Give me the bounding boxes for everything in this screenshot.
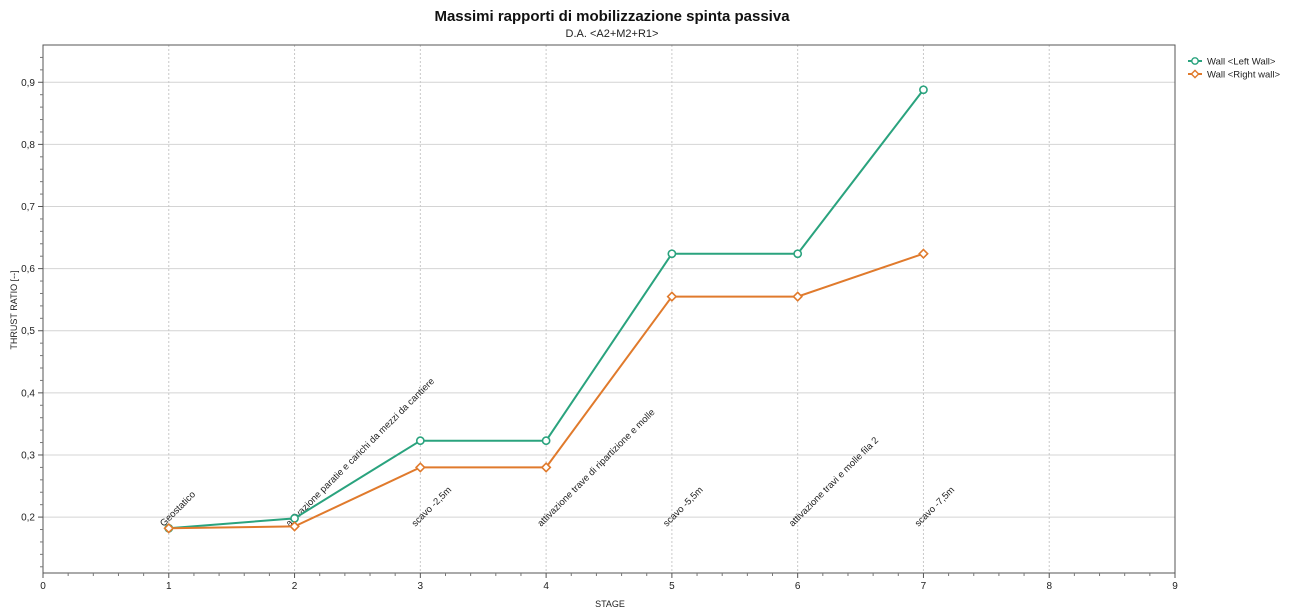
y-tick-label: 0,5 — [21, 326, 35, 337]
y-tick-label: 0,8 — [21, 140, 35, 151]
y-tick-label: 0,7 — [21, 202, 35, 213]
y-tick-label: 0,3 — [21, 450, 35, 461]
data-point — [919, 85, 928, 95]
chart-subtitle: D.A. <A2+M2+R1> — [566, 28, 659, 40]
x-tick-label: 2 — [292, 581, 298, 592]
grid — [43, 45, 1175, 573]
data-point — [541, 436, 551, 446]
x-tick-label: 9 — [1172, 581, 1178, 592]
y-tick-label: 0,9 — [21, 78, 35, 89]
legend-label: Wall <Left Wall> — [1207, 57, 1276, 68]
data-point — [666, 291, 678, 302]
x-tick-label: 7 — [921, 581, 927, 592]
legend-label: Wall <Right wall> — [1207, 70, 1280, 81]
legend-marker — [1191, 57, 1199, 65]
y-tick-label: 0,6 — [21, 264, 35, 275]
stage-annotation: attivazione trave di ripartizione e moll… — [535, 407, 657, 529]
stage-annotation: scavo -7,5m — [913, 485, 957, 529]
axes: 0,2 0,3 0,4 0,5 0,6 0,7 0,8 0,9 0 1 2 3 4 5 6 7 8 9 — [21, 44, 1178, 592]
legend-item[interactable]: Wall <Left Wall> — [1188, 57, 1276, 68]
legend-marker — [1190, 69, 1200, 79]
stage-annotation: Geostatico — [158, 489, 198, 529]
x-tick-label: 5 — [669, 581, 675, 592]
x-tick-label: 4 — [543, 581, 549, 592]
plot-area-frame — [42, 44, 1176, 574]
stage-annotation: scavo -2,5m — [410, 485, 454, 529]
data-point — [290, 513, 299, 523]
x-axis-label: STAGE — [595, 599, 625, 609]
chart-title: Massimi rapporti di mobilizzazione spint… — [434, 8, 790, 25]
y-axis-label: THRUST RATIO [--] — [9, 270, 19, 349]
data-point — [540, 462, 552, 473]
data-point — [289, 521, 300, 532]
data-point — [163, 522, 175, 534]
x-tick-label: 8 — [1046, 581, 1052, 592]
stage-annotation: scavo -5,5m — [661, 485, 705, 529]
data-point — [792, 291, 803, 302]
y-tick-label: 0,4 — [21, 388, 35, 399]
stage-annotation: attivazione paratie e carichi da mezzi d… — [284, 376, 437, 529]
stage-annotation: attivazione travi e molle fila 2 — [787, 435, 881, 529]
legend[interactable]: Wall <Left Wall> Wall <Right wall> — [1188, 57, 1280, 81]
x-tick-label: 1 — [166, 581, 172, 592]
data-point — [415, 462, 426, 473]
x-tick-label: 6 — [795, 581, 801, 592]
data-point — [918, 248, 929, 260]
x-tick-label: 0 — [40, 581, 46, 592]
legend-item[interactable]: Wall <Right wall> — [1188, 69, 1280, 81]
data-point — [667, 249, 677, 259]
data-point — [415, 436, 425, 446]
data-point — [793, 249, 803, 259]
x-tick-label: 3 — [418, 581, 424, 592]
series — [163, 85, 929, 534]
y-tick-label: 0,2 — [21, 513, 35, 524]
